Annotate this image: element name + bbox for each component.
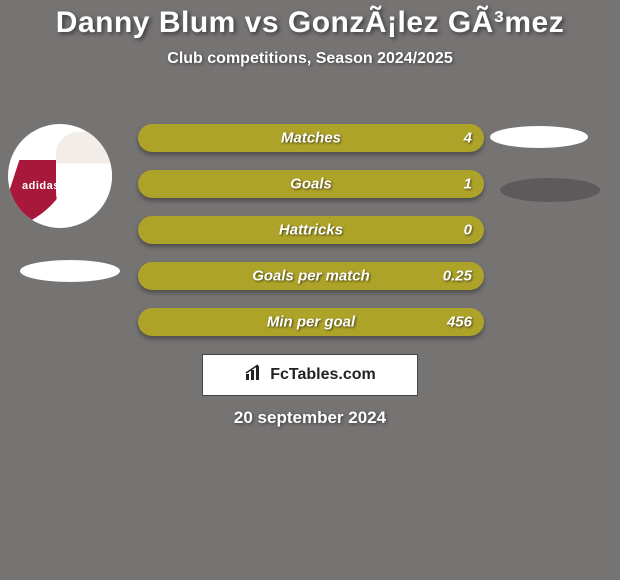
right-avatar-shadow	[500, 178, 600, 202]
stat-row: Goals1	[138, 170, 484, 198]
stat-label: Matches	[138, 130, 484, 147]
stat-row: Min per goal456	[138, 308, 484, 336]
player-avatar-left: adidas	[8, 124, 112, 228]
stat-label: Hattricks	[138, 222, 484, 239]
jersey-brand-text: adidas	[22, 180, 60, 192]
left-avatar-shadow	[20, 260, 120, 282]
stat-value-right: 4	[464, 130, 472, 147]
stat-rows: Matches4Goals1Hattricks0Goals per match0…	[138, 124, 484, 354]
stat-value-right: 0	[464, 222, 472, 239]
comparison-card: Danny Blum vs GonzÃ¡lez GÃ³mez Club comp…	[0, 0, 620, 580]
stat-value-right: 1	[464, 176, 472, 193]
stat-value-right: 0.25	[443, 268, 472, 285]
right-avatar-placeholder	[490, 126, 588, 148]
stat-label: Goals	[138, 176, 484, 193]
stat-value-right: 456	[447, 314, 472, 331]
stat-row: Goals per match0.25	[138, 262, 484, 290]
page-title: Danny Blum vs GonzÃ¡lez GÃ³mez	[0, 0, 620, 40]
stat-row: Hattricks0	[138, 216, 484, 244]
stat-label: Min per goal	[138, 314, 484, 331]
stat-row: Matches4	[138, 124, 484, 152]
snapshot-date: 20 september 2024	[0, 408, 620, 428]
bar-chart-icon	[244, 364, 264, 387]
jersey-body	[56, 132, 112, 222]
stat-label: Goals per match	[138, 268, 484, 285]
subtitle: Club competitions, Season 2024/2025	[0, 50, 620, 68]
site-attribution-text: FcTables.com	[270, 366, 376, 384]
site-attribution[interactable]: FcTables.com	[202, 354, 418, 396]
